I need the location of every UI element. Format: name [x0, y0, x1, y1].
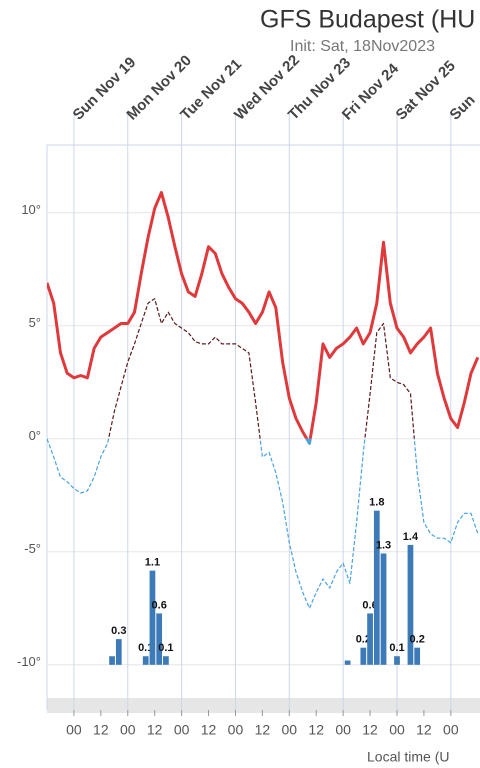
wind-band	[47, 698, 480, 713]
y-tick-label: 0°	[29, 428, 41, 443]
precipitation-bar	[367, 613, 373, 665]
precipitation-label: 1.1	[145, 557, 160, 569]
precipitation-bar	[115, 639, 122, 665]
precipitation-label: 0.3	[111, 625, 126, 637]
precipitation-bar	[156, 613, 163, 665]
precipitation-bar	[380, 553, 387, 665]
precipitation-bar	[414, 647, 421, 665]
x-tick-label: 12	[201, 722, 217, 738]
precipitation-bar	[109, 656, 115, 665]
precipitation-label: 0.2	[356, 634, 371, 646]
x-tick-label: 00	[174, 722, 190, 738]
precipitation-label: 0.6	[362, 599, 377, 611]
precipitation-label: 1.3	[376, 539, 391, 551]
y-tick-label: 5°	[29, 315, 41, 330]
precipitation-bar	[373, 510, 380, 665]
x-tick-label: 12	[93, 722, 109, 738]
precipitation-label: 0.1	[138, 642, 153, 654]
precipitation-label: 0.1	[389, 642, 404, 654]
y-tick-label: -10°	[17, 654, 41, 669]
precipitation-bar	[407, 544, 414, 665]
x-tick-label: 00	[443, 722, 459, 738]
precipitation-bar	[394, 656, 400, 665]
precipitation-label: 1.8	[369, 497, 384, 509]
x-tick-label: 12	[362, 722, 378, 738]
x-tick-label: 12	[147, 722, 163, 738]
x-tick-label: 12	[416, 722, 432, 738]
x-tick-label: 00	[282, 722, 298, 738]
series-line	[47, 191, 480, 439]
precipitation-label: 0.2	[410, 634, 425, 646]
x-tick-label: 00	[120, 722, 136, 738]
x-tick-label: 00	[228, 722, 244, 738]
precipitation-label: 0.6	[152, 599, 167, 611]
precipitation-label: 1.4	[403, 531, 419, 543]
series-line	[47, 298, 415, 439]
x-tick-label: 00	[389, 722, 405, 738]
y-tick-label: 10°	[21, 202, 41, 217]
x-tick-label: 12	[255, 722, 271, 738]
x-tick-label: 00	[335, 722, 351, 738]
x-tick-label: 12	[308, 722, 324, 738]
chart-title: GFS Budapest (HU	[260, 6, 475, 34]
chart-subtitle: Init: Sat, 18Nov2023	[290, 38, 435, 55]
precipitation-bar	[149, 570, 156, 665]
precipitation-label: 0.1	[158, 642, 173, 654]
x-tick-label: 00	[66, 722, 82, 738]
precipitation-bar	[344, 660, 351, 665]
y-tick-label: -5°	[24, 541, 41, 556]
precipitation-bar	[163, 656, 169, 665]
precipitation-bar	[142, 656, 149, 665]
precipitation-bar	[360, 647, 367, 665]
x-axis-label: Local time (U	[367, 749, 449, 765]
